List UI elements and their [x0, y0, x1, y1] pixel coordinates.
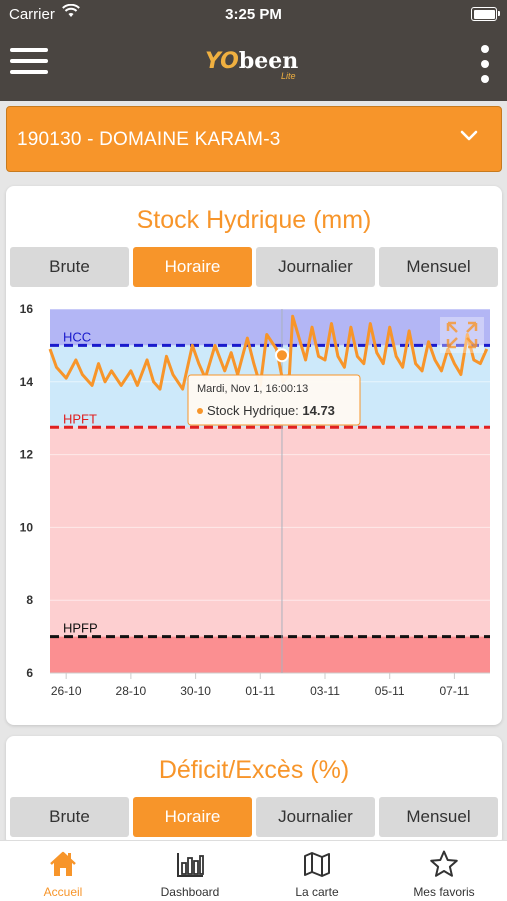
segment-mensuel[interactable]: Mensuel [379, 797, 498, 837]
carrier-label: Carrier [9, 6, 55, 23]
site-selector-value: 190130 - DOMAINE KARAM-3 [17, 129, 281, 150]
x-tick-label: 30-10 [180, 684, 211, 698]
y-tick-label: 12 [20, 448, 34, 462]
segment-horaire[interactable]: Horaire [133, 797, 252, 837]
status-bar: Carrier 3:25 PM [0, 0, 507, 28]
logo-main: been [238, 48, 299, 74]
chevron-down-icon [460, 130, 478, 141]
tab-accueil[interactable]: Accueil [0, 841, 126, 901]
tooltip-date: Mardi, Nov 1, 16:00:13 [197, 383, 308, 395]
x-tick-label: 28-10 [116, 684, 147, 698]
threshold-label-hpft: HPFT [63, 411, 97, 426]
zone-band-3 [50, 636, 490, 673]
tab-dashboard[interactable]: Dashboard [127, 841, 253, 901]
card-title-deficit: Déficit/Excès (%) [158, 756, 350, 784]
logo-sub: Lite [281, 71, 296, 81]
x-tick-label: 05-11 [375, 684, 405, 698]
segment-journalier[interactable]: Journalier [256, 797, 375, 837]
x-tick-label: 01-11 [245, 684, 275, 698]
segment-horaire[interactable]: Horaire [133, 247, 252, 287]
stock-hydrique-chart[interactable]: 6 8 10 12 14 16 26-10 28-10 30-10 01-11 03-11 05-11… [6, 299, 502, 709]
y-tick-label: 14 [20, 375, 34, 389]
tab-mes-favoris[interactable]: Mes favoris [381, 841, 507, 901]
chart-tooltip: Mardi, Nov 1, 16:00:13 Stock Hydrique: 14… [187, 374, 361, 426]
logo-prefix: YO [205, 49, 239, 74]
tab-la-carte[interactable]: La carte [254, 841, 380, 901]
tab-label: Dashboard [160, 885, 220, 899]
x-tick-label: 26-10 [51, 684, 82, 698]
expand-icon-arrows [446, 321, 478, 349]
expand-icon-bg [440, 317, 484, 353]
bottom-tab-bar: Accueil Dashboard La carte Mes favoris [0, 840, 507, 901]
y-tick-label: 8 [26, 593, 33, 607]
expand-icon[interactable] [440, 317, 484, 353]
card-title-stock: Stock Hydrique (mm) [136, 206, 372, 234]
x-tick-label: 07-11 [440, 684, 470, 698]
deficit-exces-card: Déficit/Excès (%) Brute Horaire Journali… [6, 736, 502, 846]
app-logo: YObeen Lite [205, 48, 305, 82]
tooltip-series-dot [197, 408, 203, 414]
tooltip-series-label: Stock Hydrique: 14.73 [207, 403, 335, 418]
top-bar: Carrier 3:25 PM YObeen Lite [0, 0, 507, 101]
map-icon [304, 852, 330, 877]
hamburger-menu-button[interactable] [10, 44, 48, 78]
segment-journalier[interactable]: Journalier [256, 247, 375, 287]
tooltip-box [187, 374, 361, 426]
segment-control-deficit: Brute Horaire Journalier Mensuel [10, 797, 498, 837]
segment-control-stock: Brute Horaire Journalier Mensuel [10, 247, 498, 287]
tab-label: Accueil [43, 885, 83, 899]
hover-point [274, 348, 289, 363]
tab-label: La carte [295, 885, 339, 899]
threshold-label-hpfp: HPFP [63, 621, 98, 636]
bar-chart-icon [177, 853, 204, 877]
wifi-icon [62, 4, 80, 17]
stock-hydrique-card: Stock Hydrique (mm) Brute Horaire Journa… [6, 186, 502, 725]
star-icon [430, 850, 458, 877]
tab-label: Mes favoris [413, 885, 475, 899]
segment-brute[interactable]: Brute [10, 247, 129, 287]
site-selector[interactable]: 190130 - DOMAINE KARAM-3 [6, 106, 502, 172]
home-icon [50, 851, 76, 876]
y-tick-label: 16 [20, 302, 34, 316]
segment-mensuel[interactable]: Mensuel [379, 247, 498, 287]
battery-icon [471, 7, 500, 21]
segment-brute[interactable]: Brute [10, 797, 129, 837]
threshold-label-hcc: HCC [63, 329, 91, 344]
tooltip-value: 14.73 [302, 403, 335, 418]
x-tick-label: 03-11 [310, 684, 340, 698]
y-tick-label: 10 [20, 520, 34, 534]
zone-band-2 [50, 427, 490, 637]
status-time: 3:25 PM [225, 6, 282, 23]
more-options-button[interactable] [480, 45, 490, 83]
y-tick-label: 6 [26, 666, 33, 680]
